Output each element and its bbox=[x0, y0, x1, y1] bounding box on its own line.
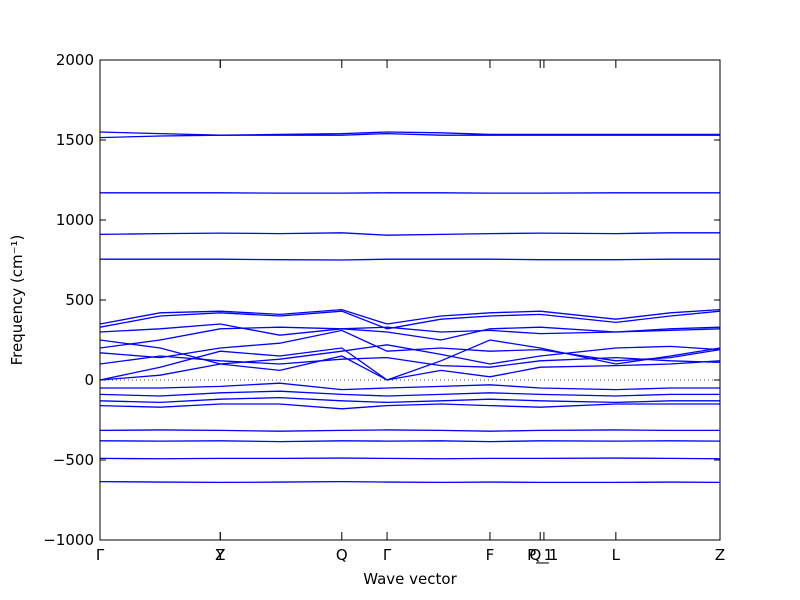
x-tick-label: Z bbox=[715, 546, 725, 564]
band-line bbox=[99, 132, 720, 139]
band-line bbox=[100, 382, 720, 391]
y-tick-label: 1000 bbox=[56, 211, 94, 229]
y-axis-label: Frequency (cm⁻¹) bbox=[8, 235, 26, 366]
x-tick-label: Γ bbox=[96, 546, 105, 564]
y-tick-label: 0 bbox=[84, 371, 94, 389]
x-tick-label: F bbox=[486, 546, 495, 564]
band-line bbox=[99, 480, 721, 484]
x-tick-label: Y bbox=[215, 546, 226, 564]
band-line bbox=[99, 310, 721, 330]
y-tick-label: 1500 bbox=[56, 131, 94, 149]
y-tick-label: 500 bbox=[65, 291, 94, 309]
band-line bbox=[100, 258, 720, 261]
band-line bbox=[99, 339, 721, 381]
band-line bbox=[99, 326, 721, 349]
x-tick-label: Q_1 bbox=[529, 546, 558, 565]
x-tick-label: Z bbox=[215, 546, 225, 564]
band-line bbox=[99, 429, 720, 432]
x-tick-label: L bbox=[612, 546, 621, 564]
band-line bbox=[99, 457, 721, 460]
band-line bbox=[99, 355, 721, 381]
x-tick-label: P_1 bbox=[527, 546, 553, 565]
band-line bbox=[99, 396, 720, 404]
y-tick-label: −1000 bbox=[43, 531, 94, 549]
band-line bbox=[99, 308, 721, 325]
band-line bbox=[99, 440, 721, 443]
band-line bbox=[99, 403, 720, 410]
y-tick-label: −500 bbox=[53, 451, 94, 469]
band-line bbox=[99, 390, 720, 397]
x-tick-label: Q bbox=[336, 546, 348, 564]
band-line bbox=[99, 232, 720, 236]
x-axis-label: Wave vector bbox=[363, 570, 457, 588]
y-tick-label: 2000 bbox=[56, 51, 94, 69]
band-line bbox=[99, 355, 721, 368]
plot-frame bbox=[99, 59, 721, 541]
band-line bbox=[99, 329, 721, 362]
x-tick-label: Γ bbox=[383, 546, 392, 564]
